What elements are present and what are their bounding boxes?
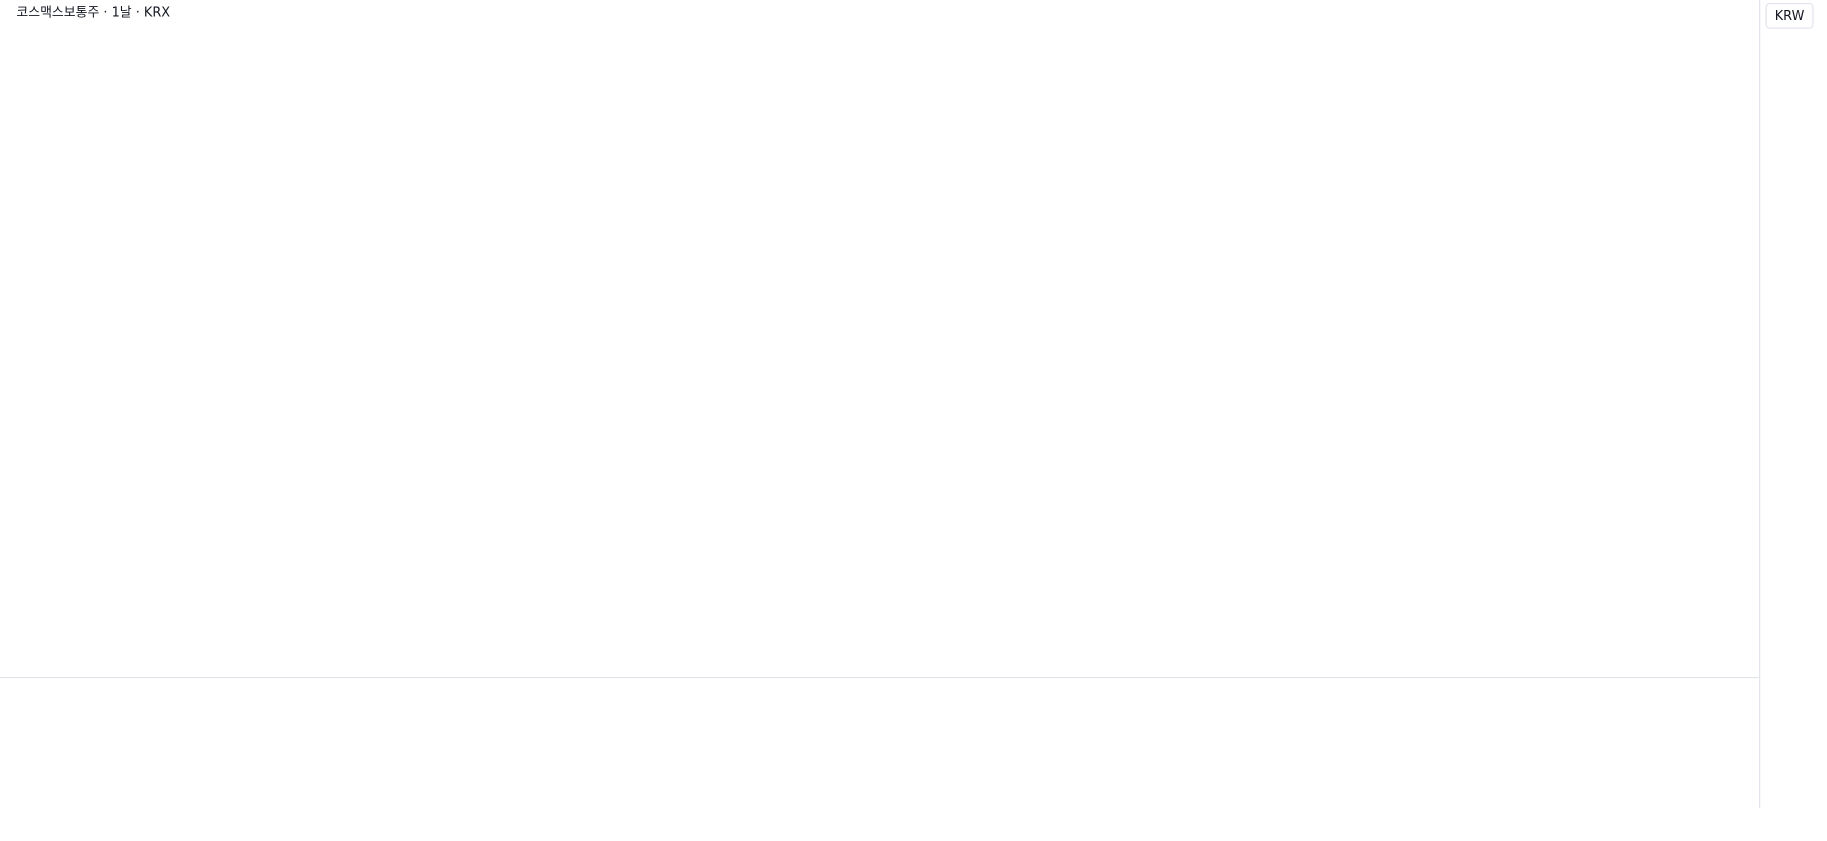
chart-title: 코스맥스보통주 · 1날 · KRX — [16, 5, 170, 20]
currency-box[interactable] — [1765, 2, 1814, 29]
currency-label[interactable]: KRW — [1775, 9, 1805, 24]
